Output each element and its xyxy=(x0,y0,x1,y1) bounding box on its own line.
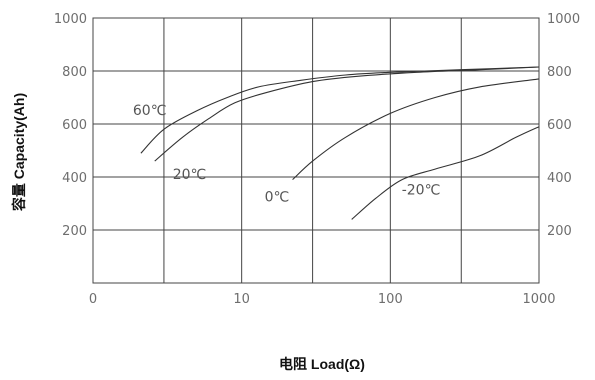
y-axis-left-ticks: 200 400 600 800 1000 xyxy=(54,12,87,239)
y-tick-label-right: 400 xyxy=(547,171,572,186)
y-tick-label-right: 200 xyxy=(547,224,572,239)
series-label: -20℃ xyxy=(402,182,441,198)
y-tick-label-left: 1000 xyxy=(54,12,87,27)
y-tick-label-left: 400 xyxy=(62,171,87,186)
series-curves xyxy=(140,66,540,220)
series-line xyxy=(140,66,540,154)
series-line xyxy=(154,66,540,162)
y-tick-label-right: 600 xyxy=(547,118,572,133)
x-tick-label: 0 xyxy=(89,292,97,307)
y-tick-label-left: 600 xyxy=(62,118,87,133)
x-tick-label: 10 xyxy=(233,292,250,307)
series-line xyxy=(292,78,540,181)
y-tick-label-right: 1000 xyxy=(547,12,580,27)
series-line xyxy=(351,126,540,220)
series-label: 0℃ xyxy=(265,190,290,206)
x-tick-label: 100 xyxy=(378,292,403,307)
grid xyxy=(93,17,539,283)
plot-frame xyxy=(92,17,540,284)
y-tick-label-right: 800 xyxy=(547,65,572,80)
x-tick-label: 1000 xyxy=(522,292,555,307)
series-labels: 60℃ 20℃ 0℃ -20℃ xyxy=(133,103,440,205)
series-label: 60℃ xyxy=(133,103,167,119)
x-axis-ticks: 0 10 100 1000 xyxy=(89,292,556,307)
y-tick-label-left: 200 xyxy=(62,224,87,239)
y-tick-label-left: 800 xyxy=(62,65,87,80)
x-axis-title: 电阻 Load(Ω) xyxy=(279,356,365,372)
y-axis-right-ticks: 200 400 600 800 1000 xyxy=(547,12,580,239)
series-label: 20℃ xyxy=(173,167,207,183)
y-axis-title: 容量 Capacity(Ah) xyxy=(11,93,27,212)
